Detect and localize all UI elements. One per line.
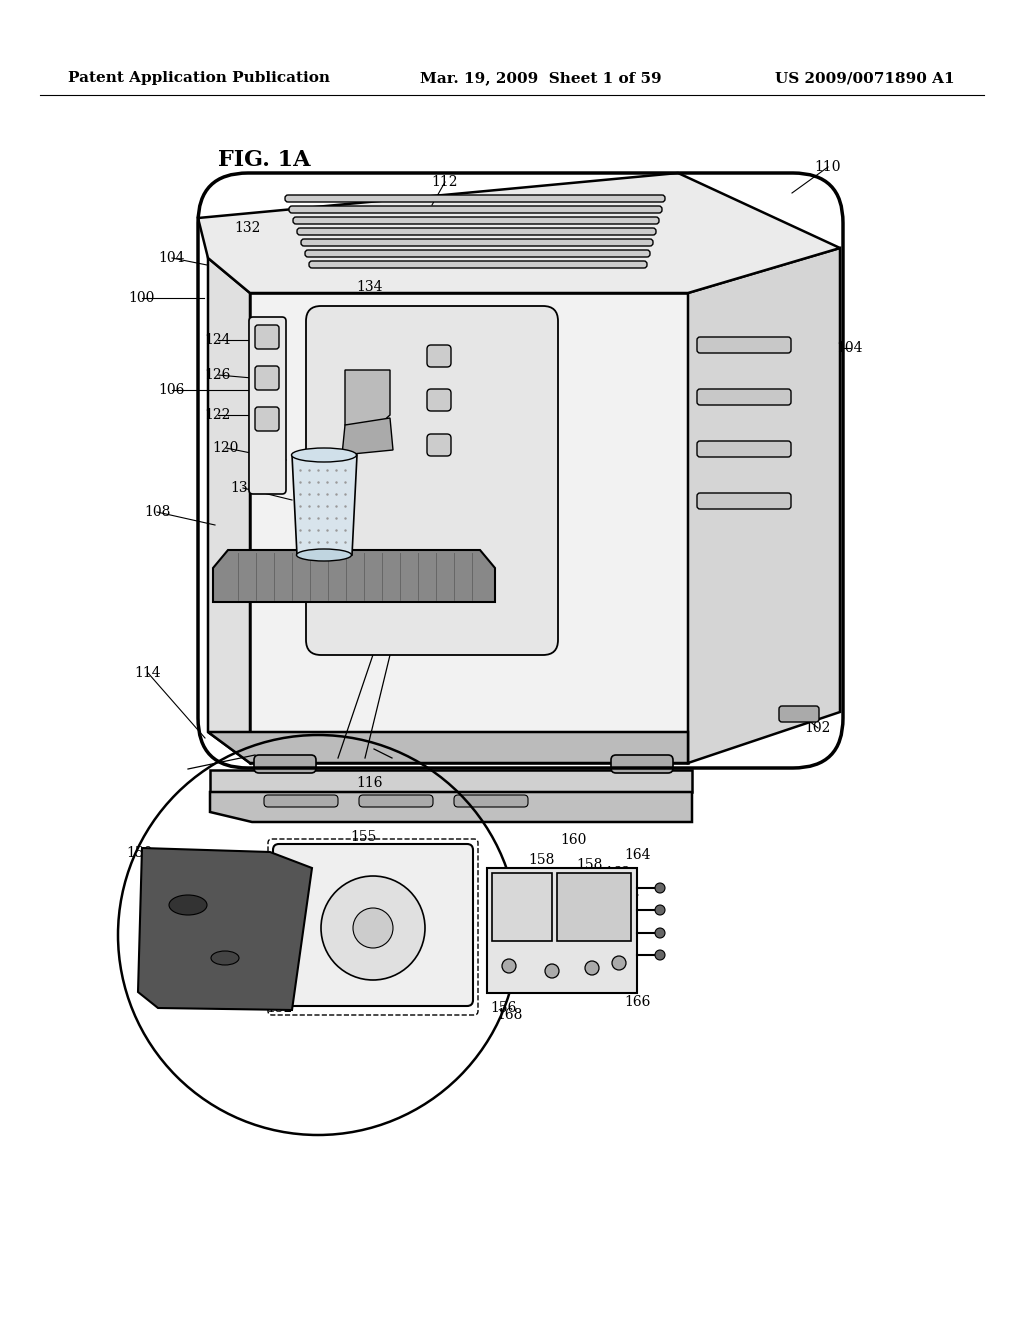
FancyBboxPatch shape xyxy=(427,345,451,367)
Ellipse shape xyxy=(297,549,351,561)
Text: 104: 104 xyxy=(159,251,185,265)
Text: 162: 162 xyxy=(605,866,631,880)
Polygon shape xyxy=(198,173,840,293)
Polygon shape xyxy=(292,455,357,554)
FancyBboxPatch shape xyxy=(492,873,552,941)
Ellipse shape xyxy=(211,950,239,965)
Circle shape xyxy=(545,964,559,978)
FancyBboxPatch shape xyxy=(301,239,653,246)
FancyBboxPatch shape xyxy=(289,206,662,213)
Text: 132: 132 xyxy=(234,220,261,235)
Text: Patent Application Publication: Patent Application Publication xyxy=(68,71,330,84)
Text: 114: 114 xyxy=(135,667,162,680)
FancyBboxPatch shape xyxy=(697,337,791,352)
FancyBboxPatch shape xyxy=(273,843,473,1006)
Text: 166: 166 xyxy=(625,995,651,1008)
Text: 124: 124 xyxy=(205,333,231,347)
FancyBboxPatch shape xyxy=(305,249,650,257)
Text: 164: 164 xyxy=(625,847,651,862)
Text: 126: 126 xyxy=(205,368,231,381)
Polygon shape xyxy=(208,733,688,763)
Text: 104: 104 xyxy=(837,341,863,355)
Text: 106: 106 xyxy=(159,383,185,397)
FancyBboxPatch shape xyxy=(309,261,647,268)
FancyBboxPatch shape xyxy=(285,195,665,202)
FancyBboxPatch shape xyxy=(427,389,451,411)
Text: 116: 116 xyxy=(356,776,383,789)
FancyBboxPatch shape xyxy=(254,755,316,774)
Circle shape xyxy=(655,928,665,939)
Polygon shape xyxy=(208,257,250,763)
FancyBboxPatch shape xyxy=(359,795,433,807)
FancyBboxPatch shape xyxy=(255,325,279,348)
FancyBboxPatch shape xyxy=(264,795,338,807)
Text: 128: 128 xyxy=(465,355,492,370)
Text: 108: 108 xyxy=(143,506,170,519)
Text: 158: 158 xyxy=(528,853,555,867)
FancyBboxPatch shape xyxy=(557,873,631,941)
Text: 100: 100 xyxy=(129,290,156,305)
Text: 122: 122 xyxy=(205,408,231,422)
FancyBboxPatch shape xyxy=(293,216,659,224)
Circle shape xyxy=(655,950,665,960)
Text: 136: 136 xyxy=(379,408,406,422)
Text: IIA: IIA xyxy=(380,642,400,655)
Circle shape xyxy=(353,908,393,948)
Polygon shape xyxy=(210,770,692,792)
Text: US 2009/0071890 A1: US 2009/0071890 A1 xyxy=(775,71,954,84)
Text: 112: 112 xyxy=(432,176,459,189)
Circle shape xyxy=(502,960,516,973)
Circle shape xyxy=(321,876,425,979)
FancyBboxPatch shape xyxy=(779,706,819,722)
Polygon shape xyxy=(688,248,840,763)
FancyBboxPatch shape xyxy=(255,407,279,432)
Circle shape xyxy=(585,961,599,975)
Text: 110: 110 xyxy=(815,160,842,174)
Text: 152: 152 xyxy=(267,1001,293,1015)
FancyBboxPatch shape xyxy=(487,869,637,993)
Polygon shape xyxy=(342,418,393,455)
Text: 134: 134 xyxy=(356,280,383,294)
Text: 138: 138 xyxy=(229,480,256,495)
Text: Mar. 19, 2009  Sheet 1 of 59: Mar. 19, 2009 Sheet 1 of 59 xyxy=(420,71,662,84)
Text: 154: 154 xyxy=(371,845,397,859)
FancyBboxPatch shape xyxy=(697,441,791,457)
Text: 120: 120 xyxy=(213,441,240,455)
Text: 130: 130 xyxy=(465,400,492,414)
Text: 156: 156 xyxy=(490,1001,517,1015)
Polygon shape xyxy=(250,293,688,763)
Text: 155: 155 xyxy=(351,830,377,843)
Circle shape xyxy=(655,906,665,915)
Text: 158: 158 xyxy=(577,858,603,873)
FancyBboxPatch shape xyxy=(697,389,791,405)
Text: 150: 150 xyxy=(127,846,154,861)
Polygon shape xyxy=(213,550,495,602)
Ellipse shape xyxy=(292,447,356,462)
FancyBboxPatch shape xyxy=(249,317,286,494)
FancyBboxPatch shape xyxy=(697,492,791,510)
Circle shape xyxy=(655,883,665,894)
Circle shape xyxy=(612,956,626,970)
Polygon shape xyxy=(138,847,312,1010)
Polygon shape xyxy=(210,792,692,822)
FancyBboxPatch shape xyxy=(255,366,279,389)
Text: FIG. 1A: FIG. 1A xyxy=(218,149,310,172)
Ellipse shape xyxy=(169,895,207,915)
FancyBboxPatch shape xyxy=(427,434,451,455)
Text: IIA: IIA xyxy=(422,503,442,517)
FancyBboxPatch shape xyxy=(454,795,528,807)
FancyBboxPatch shape xyxy=(306,306,558,655)
Polygon shape xyxy=(345,370,390,436)
Text: 160: 160 xyxy=(561,833,587,847)
FancyBboxPatch shape xyxy=(611,755,673,774)
Text: 102: 102 xyxy=(805,721,831,735)
FancyBboxPatch shape xyxy=(297,228,656,235)
Text: 167: 167 xyxy=(611,954,638,969)
Text: 168: 168 xyxy=(497,1008,523,1022)
